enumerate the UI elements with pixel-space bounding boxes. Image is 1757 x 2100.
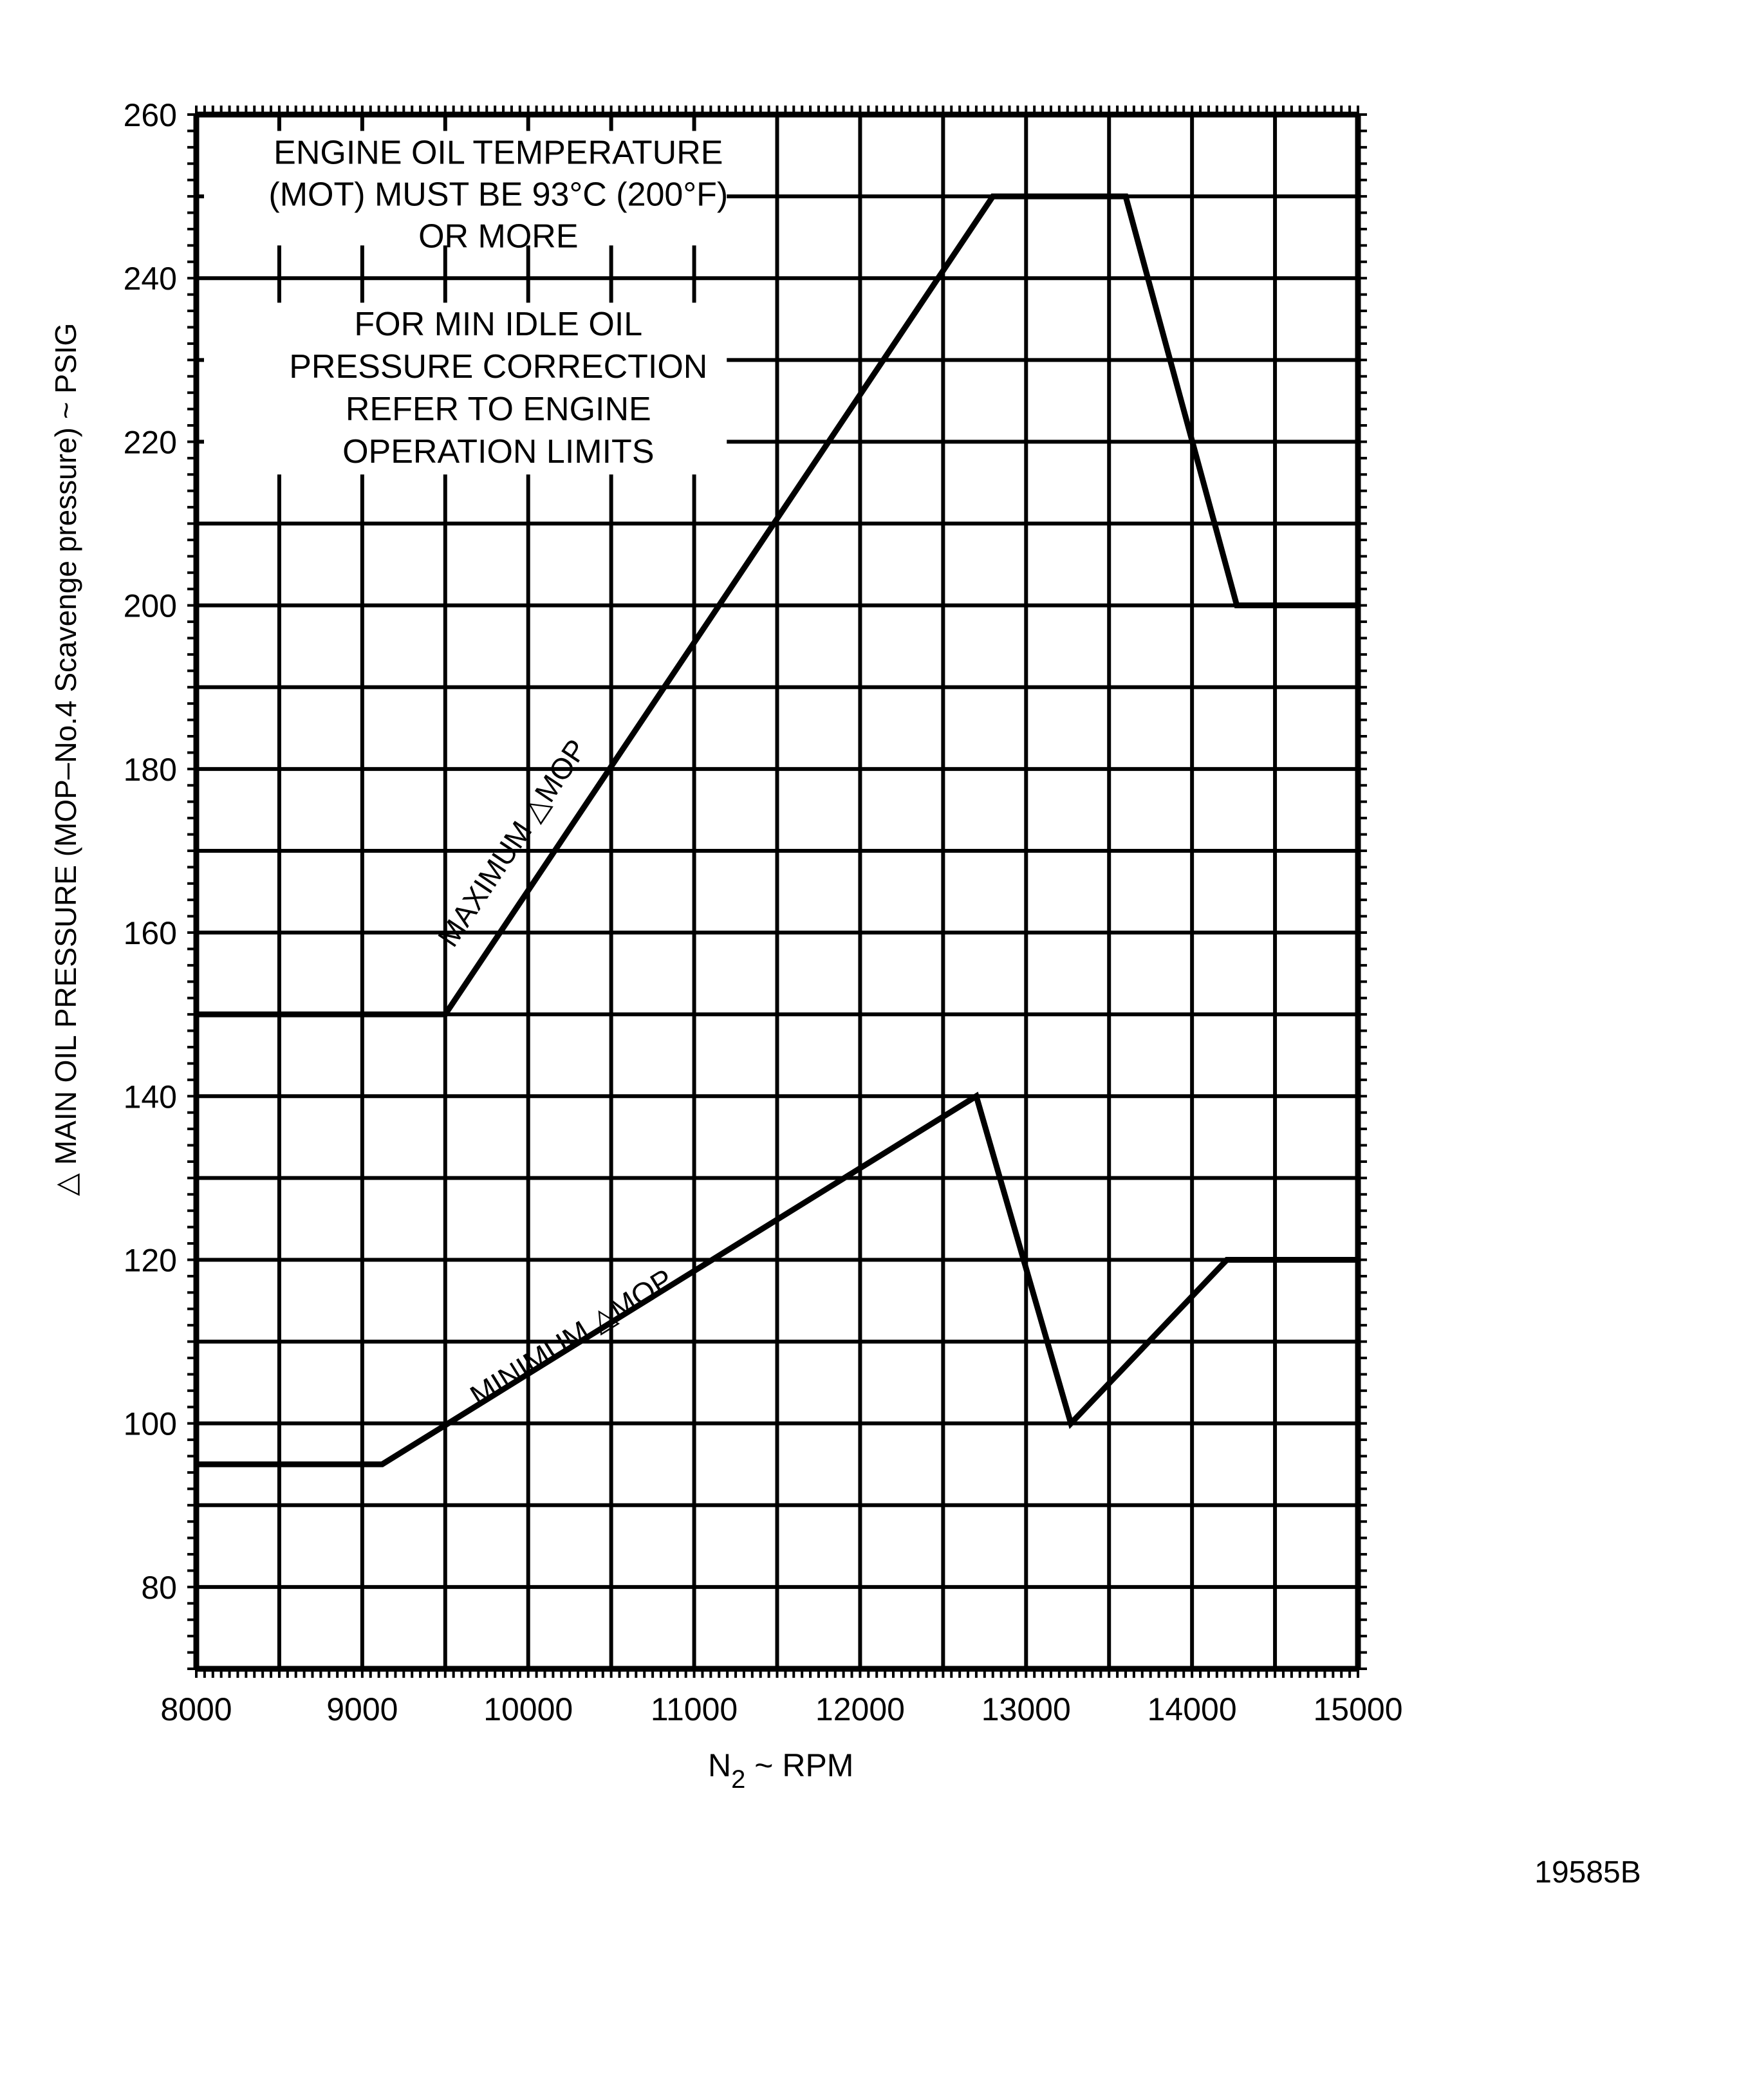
x-tick-label: 8000 xyxy=(160,1691,232,1727)
series-line-maximum xyxy=(196,193,1358,1017)
y-tick-label: 100 xyxy=(124,1406,177,1442)
annotation-box-temperature xyxy=(204,131,727,246)
x-tick-label: 14000 xyxy=(1148,1691,1237,1727)
series-line-minimum xyxy=(196,1092,1358,1467)
figure-id: 19585B xyxy=(1534,1855,1641,1890)
annotation-temperature-line: OR MORE xyxy=(418,218,578,255)
tick-labels: 8000 9000 10000 11000 12000 13000 14000 15000 80… xyxy=(124,97,1403,1727)
series-label-minimum: MINIMUM △MOP xyxy=(464,1262,678,1413)
annotation-box-idle xyxy=(204,302,727,475)
annotation-temperature-line: (MOT) MUST BE 93°C (200°F) xyxy=(268,176,728,213)
y-tick-label: 140 xyxy=(124,1079,177,1115)
y-tick-label: 240 xyxy=(124,261,177,297)
y-tick-label: 160 xyxy=(124,915,177,951)
x-tick-label: 12000 xyxy=(815,1691,905,1727)
y-tick-label: 200 xyxy=(124,588,177,624)
x-tick-label: 11000 xyxy=(651,1691,738,1727)
annotation-temperature-line: ENGINE OIL TEMPERATURE xyxy=(274,134,723,171)
annotation-idle-line: REFER TO ENGINE xyxy=(346,391,651,428)
minor-ticks xyxy=(187,106,1367,1678)
y-tick-label: 260 xyxy=(124,97,177,133)
y-tick-label: 220 xyxy=(124,424,177,460)
y-tick-label: 120 xyxy=(124,1242,177,1278)
x-tick-label: 9000 xyxy=(326,1691,398,1727)
y-axis-label: △ MAIN OIL PRESSURE (MOP–No.4 Scavenge p… xyxy=(49,323,82,1196)
y-tick-label: 80 xyxy=(141,1570,177,1606)
annotation-idle-line: FOR MIN IDLE OIL xyxy=(354,306,642,343)
x-tick-label: 13000 xyxy=(981,1691,1071,1727)
annotation-idle-line: PRESSURE CORRECTION xyxy=(289,348,707,386)
y-tick-label: 180 xyxy=(124,752,177,788)
annotation-idle-line: OPERATION LIMITS xyxy=(342,433,654,470)
x-tick-label: 15000 xyxy=(1313,1691,1402,1727)
x-axis-label: N2 ~ RPM xyxy=(708,1747,853,1794)
annotations: ENGINE OIL TEMPERATURE (MOT) MUST BE 93°C… xyxy=(204,131,728,475)
x-tick-label: 10000 xyxy=(483,1691,573,1727)
